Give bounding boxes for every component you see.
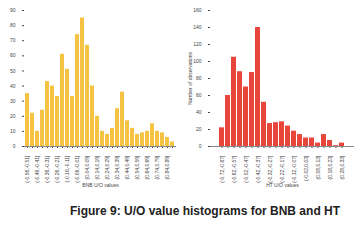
svg-text:50: 50 — [10, 68, 16, 74]
svg-text:(-0.32,-0.27]: (-0.32,-0.27] — [267, 155, 273, 183]
svg-text:70: 70 — [10, 37, 16, 43]
svg-text:(-0.26,-0.21]: (-0.26,-0.21] — [54, 155, 60, 183]
svg-text:0: 0 — [13, 143, 16, 149]
svg-text:Number of observations: Number of observations — [187, 51, 193, 105]
svg-text:(0.64,0.69]: (0.64,0.69] — [144, 155, 150, 180]
svg-text:(-0.56,-0.51]: (-0.56,-0.51] — [24, 155, 30, 183]
svg-text:60: 60 — [196, 92, 202, 98]
svg-text:(-0.46,-0.41]: (-0.46,-0.41] — [34, 155, 40, 183]
svg-text:(0.34,0.39]: (0.34,0.39] — [114, 155, 120, 180]
svg-text:(0.04,0.09]: (0.04,0.09] — [84, 155, 90, 180]
svg-text:(0.24,0.29]: (0.24,0.29] — [104, 155, 110, 180]
svg-text:(-0.72,-0.67]: (-0.72,-0.67] — [219, 155, 225, 183]
svg-text:40: 40 — [10, 83, 16, 89]
svg-text:80: 80 — [10, 22, 16, 28]
svg-text:(-0.12,-0.07]: (-0.12,-0.07] — [291, 155, 297, 183]
svg-text:(0.14,0.19]: (0.14,0.19] — [94, 155, 100, 180]
svg-text:(0.08,0.13]: (0.08,0.13] — [315, 155, 321, 180]
svg-text:(-0.02,0.03]: (-0.02,0.03] — [303, 155, 309, 181]
svg-text:20: 20 — [196, 126, 202, 132]
svg-text:90: 90 — [10, 7, 16, 13]
svg-text:(-0.22,-0.17]: (-0.22,-0.17] — [279, 155, 285, 183]
svg-text:(-0.42,-0.37]: (-0.42,-0.37] — [255, 155, 261, 183]
svg-text:80: 80 — [196, 75, 202, 81]
svg-text:(-0.52,-0.47]: (-0.52,-0.47] — [243, 155, 249, 183]
html-text:Figure 9: U/O value histograms: Figure 9: U/O value histograms for BNB a… — [70, 204, 340, 218]
svg-text:0: 0 — [199, 143, 202, 149]
svg-text:(0.18,0.23]: (0.18,0.23] — [327, 155, 333, 180]
svg-text:100: 100 — [193, 58, 202, 64]
svg-text:30: 30 — [10, 98, 16, 104]
svg-text:120: 120 — [193, 41, 202, 47]
svg-text:(-0.62,-0.57]: (-0.62,-0.57] — [231, 155, 237, 183]
svg-text:(0.54,0.59]: (0.54,0.59] — [134, 155, 140, 180]
svg-text:HT U/O values: HT U/O values — [266, 182, 299, 188]
svg-text:(-0.16,-0.11]: (-0.16,-0.11] — [64, 155, 70, 182]
svg-text:(0.74,0.79]: (0.74,0.79] — [154, 155, 160, 180]
svg-text:140: 140 — [193, 24, 202, 30]
svg-text:10: 10 — [10, 128, 16, 134]
svg-text:60: 60 — [10, 52, 16, 58]
svg-text:(0.84,0.89]: (0.84,0.89] — [164, 155, 170, 180]
svg-text:160: 160 — [193, 7, 202, 13]
svg-text:(0.44,0.49]: (0.44,0.49] — [124, 155, 130, 180]
svg-text:(-0.36,-0.31]: (-0.36,-0.31] — [44, 155, 50, 183]
svg-text:(0.28,0.33]: (0.28,0.33] — [339, 155, 345, 180]
svg-text:20: 20 — [10, 113, 16, 119]
svg-text:40: 40 — [196, 109, 202, 115]
svg-text:(-0.06,-0.01]: (-0.06,-0.01] — [74, 155, 80, 183]
svg-text:BNB U/O values: BNB U/O values — [82, 182, 119, 188]
